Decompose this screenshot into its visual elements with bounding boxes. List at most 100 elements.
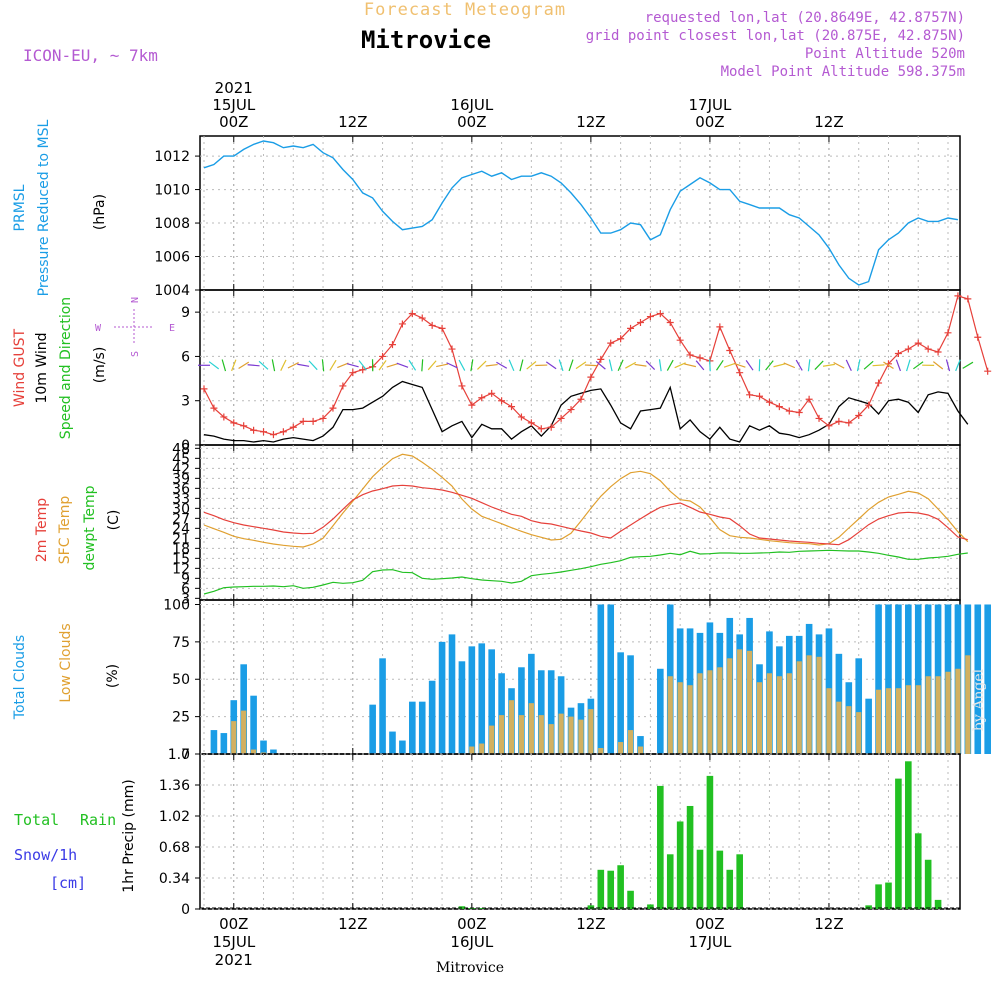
wind-direction-arrow — [745, 360, 754, 371]
wind-direction-arrow — [208, 361, 220, 370]
total-cloud-bar — [607, 604, 615, 754]
gust-marker — [756, 392, 764, 400]
gust-marker — [269, 431, 277, 439]
wind-direction-arrow — [396, 362, 409, 368]
rain-bar — [895, 778, 902, 909]
wind-direction-arrow — [321, 359, 325, 372]
wind-direction-arrow — [695, 360, 705, 371]
low-cloud-bar — [816, 656, 822, 754]
total-cloud-bar — [399, 740, 406, 754]
gust-marker — [458, 382, 466, 390]
y-tick-label: 18 — [172, 541, 190, 557]
gust-marker — [775, 403, 783, 411]
gust-marker — [726, 347, 734, 355]
wind-direction-arrow — [280, 359, 287, 371]
y-tick-label: 0 — [181, 438, 190, 454]
total-cloud-bar — [984, 604, 991, 754]
wind-direction-arrow — [905, 359, 911, 372]
total-cloud-bar — [657, 668, 664, 754]
gust-marker — [279, 428, 287, 436]
wind-direction-arrow — [408, 359, 417, 371]
total-cloud-bar — [448, 634, 456, 754]
y-tick-label: 36 — [172, 481, 190, 497]
wind-direction-arrow — [765, 360, 774, 371]
gust-marker — [289, 423, 297, 431]
top-time-label: 17JUL — [688, 96, 731, 114]
gust-marker — [736, 369, 744, 377]
top-time-label: 2021 — [215, 79, 253, 97]
wind-direction-arrow — [709, 359, 711, 372]
percent-unit-label: (%) — [105, 664, 121, 688]
low-cloud-bar — [945, 671, 951, 754]
wind-direction-arrow — [568, 359, 574, 372]
compass-west: W — [95, 323, 102, 334]
wind-direction-arrow — [795, 359, 803, 371]
bottom-time-label: 00Z — [457, 915, 486, 933]
y-tick-label: 3 — [181, 591, 190, 607]
low-cloud-bar — [687, 685, 693, 754]
gust-marker — [557, 414, 565, 422]
wind-direction-arrow — [845, 359, 852, 371]
gust-marker — [676, 336, 684, 344]
model-point-altitude: Model Point Altitude 598.375m — [721, 64, 965, 80]
y-tick-label: 45 — [172, 451, 190, 467]
wind-direction-arrow — [575, 361, 587, 370]
gust-marker — [408, 310, 416, 318]
rain-bar — [647, 904, 654, 909]
bottom-time-label: 2021 — [215, 951, 253, 969]
top-time-label: 12Z — [576, 113, 605, 131]
low-cloud-bar — [637, 746, 644, 754]
total-cloud-bar — [428, 680, 436, 754]
total-cloud-bar — [855, 658, 863, 754]
wind-direction-arrow — [477, 360, 487, 370]
low-cloud-bar — [707, 670, 713, 754]
prmsl-label: PRMSL — [12, 184, 28, 231]
total-cloud-bar — [914, 604, 922, 754]
low-cloud-bar — [895, 688, 901, 754]
total-cloud-bar — [547, 670, 555, 754]
y-tick-label: 24 — [172, 521, 190, 537]
low-cloud-bar — [508, 700, 515, 754]
rain-bar — [597, 869, 605, 909]
gust-marker — [388, 341, 396, 349]
low-cloud-bar — [905, 685, 911, 754]
precip-frame — [199, 753, 961, 910]
wind-direction-arrow — [895, 359, 902, 372]
gust-marker — [537, 425, 545, 433]
pressure-panel: 1004 1006 1008 1010 1012 PRMSL Pressure Redu… — [12, 119, 961, 299]
clouds-series — [210, 604, 991, 754]
wind-direction-arrow — [297, 363, 310, 367]
wind-direction-arrow — [358, 360, 367, 371]
low-cloud-bar — [737, 649, 743, 754]
rain-label: Rain — [80, 811, 116, 829]
hpa-unit-label: (hPa) — [92, 194, 108, 230]
wind-direction-arrow — [386, 362, 399, 368]
sfc-temp-label: SFC Temp — [57, 496, 73, 565]
gust-marker — [220, 413, 228, 421]
wind-direction-arrow — [822, 363, 835, 367]
clouds-y-ticks: 0 25 50 75 100 — [163, 597, 200, 763]
top-time-label: 15JUL — [212, 96, 255, 114]
total-cloud-bar — [518, 667, 525, 754]
wind-direction-arrow — [508, 359, 515, 372]
low-cloud-bar — [469, 746, 475, 754]
gust-marker — [309, 417, 317, 425]
rain-bar — [706, 775, 714, 909]
wind-direction-arrow — [421, 359, 424, 372]
gust-marker — [200, 385, 208, 393]
wind-direction-arrow — [773, 363, 786, 368]
total-cloud-bar — [537, 670, 545, 754]
y-tick-label: 1004 — [154, 283, 190, 299]
gust-marker — [438, 324, 446, 332]
wind-direction-arrow — [526, 361, 537, 370]
bottom-time-label: 00Z — [695, 915, 724, 933]
low-cloud-bar — [568, 716, 574, 754]
gust-marker — [666, 318, 674, 326]
closest-grid-coords: grid point closest lon,lat (20.875E, 42.… — [586, 28, 965, 44]
wind-direction-arrow — [814, 360, 824, 371]
gust-marker — [964, 295, 972, 303]
rain-bar — [865, 905, 872, 909]
